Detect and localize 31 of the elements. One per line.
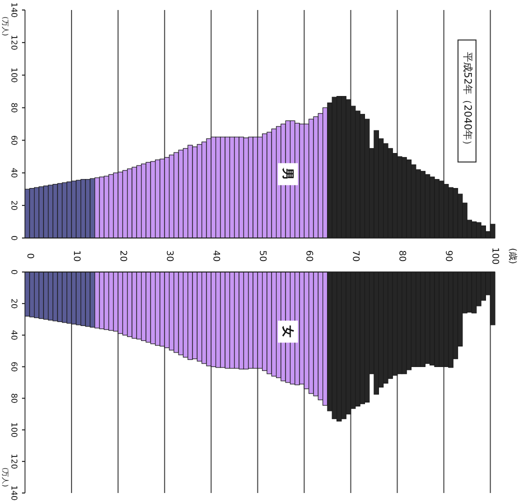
y-tick-label: 140	[10, 485, 18, 501]
y-tick-label: 100	[10, 68, 18, 83]
y-tick-label: 60	[10, 362, 18, 372]
y-tick-label: 100	[10, 422, 18, 438]
x-tick-label: 60	[304, 250, 314, 262]
text: 平成52年（2040年）	[462, 52, 474, 150]
x-tick-label: 90	[443, 250, 454, 262]
y-tick-label: 0	[10, 269, 18, 275]
y-tick-label: 60	[10, 135, 18, 146]
x-tick-label: 10	[70, 250, 81, 262]
text: (歳)	[507, 248, 518, 264]
y-tick-label: 40	[10, 330, 18, 340]
y-tick-label: 80	[10, 393, 18, 404]
y-tick-label: 20	[10, 298, 18, 309]
series-label: 男	[280, 167, 295, 180]
x-tick-label: 0	[24, 253, 34, 260]
x-tick-label: 50	[257, 250, 267, 262]
y-tick-label: 120	[10, 34, 18, 50]
x-tick-label: 100	[490, 247, 500, 265]
y-tick-label: 40	[10, 168, 18, 178]
y-tick-label: 80	[10, 102, 18, 113]
y-tick-label: 140	[10, 2, 18, 18]
x-tick-label: 80	[396, 250, 407, 262]
y-tick-label: 120	[10, 454, 18, 470]
series-label: 女	[280, 324, 295, 338]
x-tick-label: 20	[117, 250, 128, 262]
x-tick-label: 40	[210, 250, 220, 262]
y-tick-label: 0	[10, 235, 18, 241]
x-tick-label: 70	[350, 250, 360, 262]
y-tick-label: 20	[10, 200, 18, 211]
x-tick-label: 30	[164, 250, 174, 262]
